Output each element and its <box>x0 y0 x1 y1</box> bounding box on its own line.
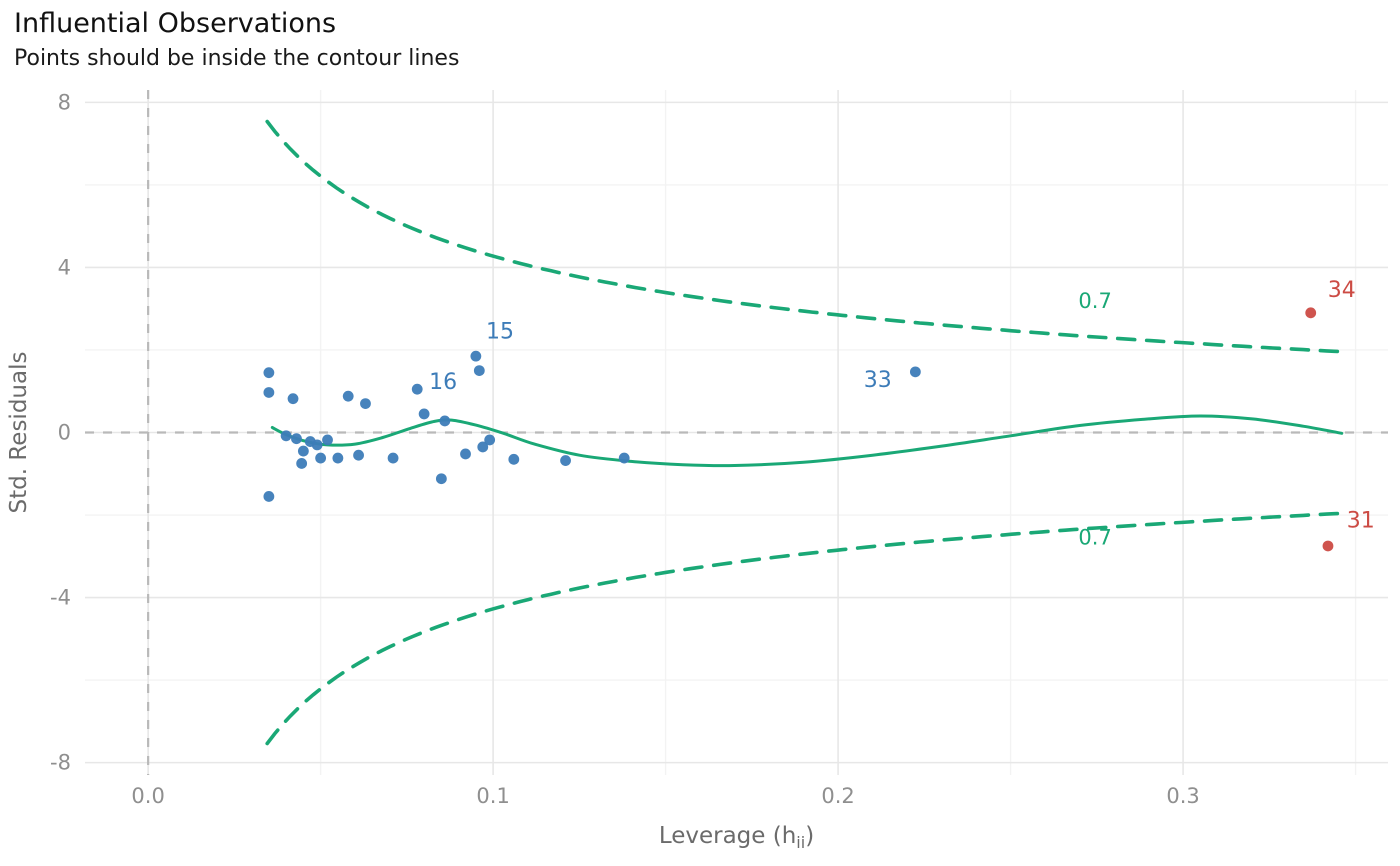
data-point <box>435 473 447 485</box>
point-label: 15 <box>486 319 514 344</box>
data-point <box>460 448 471 460</box>
y-tick-label: -4 <box>50 586 71 610</box>
data-point <box>473 365 485 377</box>
data-point <box>360 398 371 410</box>
data-point <box>508 453 520 465</box>
x-tick-label: 0.1 <box>476 784 509 808</box>
data-point <box>322 434 333 446</box>
data-point <box>387 452 399 464</box>
contour-label: 0.7 <box>1078 289 1111 313</box>
contour-line-upper <box>265 119 1344 354</box>
data-point <box>280 430 292 442</box>
smooth-trend-line <box>270 414 1344 468</box>
x-tick-label: 0.2 <box>821 784 854 808</box>
data-point <box>291 433 302 445</box>
data-point <box>353 449 364 461</box>
x-tick-label: 0.3 <box>1166 784 1199 808</box>
data-point <box>484 434 496 446</box>
y-tick-label: 0 <box>58 421 71 445</box>
chart-subtitle: Points should be inside the contour line… <box>14 46 460 71</box>
x-axis-title: Leverage (hii) <box>659 823 814 852</box>
point-label: 33 <box>864 368 892 393</box>
data-point <box>439 415 451 427</box>
y-axis-title: Std. Residuals <box>6 352 32 514</box>
data-point <box>315 452 327 464</box>
data-point <box>287 393 299 405</box>
data-point-labeled <box>470 350 482 362</box>
contour-line-lower <box>265 511 1344 746</box>
point-label: 16 <box>429 370 457 395</box>
data-point <box>618 452 630 464</box>
data-point <box>263 491 275 502</box>
data-point <box>560 455 571 466</box>
data-point <box>332 452 344 464</box>
data-point <box>297 445 309 457</box>
data-point <box>263 387 275 398</box>
data-point <box>311 439 323 451</box>
outlier-label: 34 <box>1328 278 1356 303</box>
data-point <box>477 441 489 453</box>
y-tick-label: 4 <box>58 255 71 279</box>
chart-canvas: 0.7 0.7 15 16 33 34 31 0.0 0.1 0.2 0.3 -8 -4 0 4 8 Lever… <box>6 90 1388 852</box>
x-tick-label: 0.0 <box>131 784 164 808</box>
data-point <box>263 367 275 379</box>
outlier-point <box>1305 307 1317 319</box>
y-tick-label: 8 <box>58 90 71 114</box>
contour-label: 0.7 <box>1078 526 1111 550</box>
data-point-labeled <box>909 366 921 378</box>
y-tick-label: -8 <box>50 751 71 775</box>
data-point <box>342 390 354 402</box>
data-point <box>418 408 430 420</box>
outlier-point <box>1322 540 1334 552</box>
chart-title: Influential Observations <box>14 8 337 39</box>
outlier-label: 31 <box>1347 508 1375 533</box>
data-point <box>296 458 308 469</box>
data-point-labeled <box>411 383 423 395</box>
